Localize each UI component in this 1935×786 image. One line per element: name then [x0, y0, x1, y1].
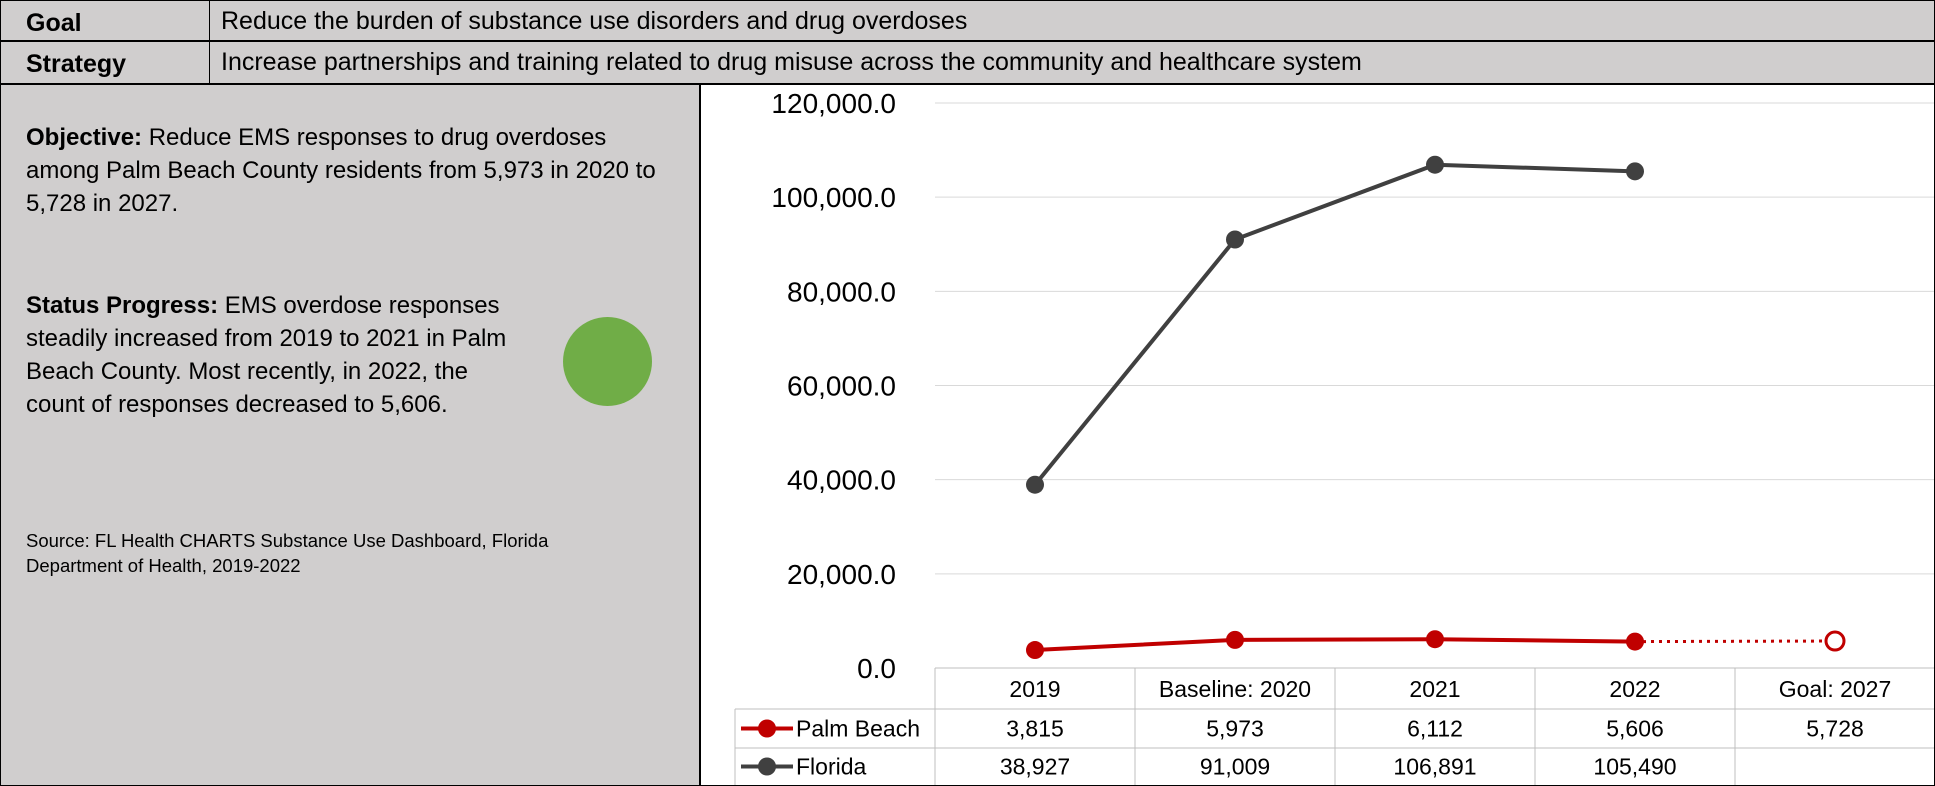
legend-marker-swatch	[758, 719, 776, 738]
strategy-row: Strategy Increase partnerships and train…	[1, 42, 1934, 85]
y-tick-label: 80,000.0	[787, 276, 896, 307]
data-point-marker	[1026, 475, 1044, 494]
objective-panel: Objective: Reduce EMS responses to drug …	[1, 85, 701, 785]
x-category-label: 2022	[1609, 676, 1660, 702]
data-value-label: 3,815	[1006, 716, 1064, 742]
line-chart: 0.0 20,000.0 40,000.0 60,000.0 80,000.0 100,0…	[734, 88, 1934, 785]
data-point-marker	[1626, 162, 1644, 181]
data-value-label: 6,112	[1407, 716, 1463, 742]
data-point-marker	[1226, 230, 1244, 249]
y-tick-label: 100,000.0	[771, 182, 896, 213]
series-line	[1034, 637, 1636, 653]
chart-area: 0.0 20,000.0 40,000.0 60,000.0 80,000.0 100,0…	[701, 85, 1934, 785]
x-category-label: 2019	[1009, 676, 1060, 702]
objective-label: Objective:	[26, 124, 143, 151]
legend-series-name: Palm Beach	[796, 716, 920, 742]
strategy-text: Increase partnerships and training relat…	[221, 48, 1362, 76]
source-note: Source: FL Health CHARTS Substance Use D…	[26, 530, 549, 576]
data-point-marker	[1426, 155, 1444, 174]
data-point-marker	[1626, 632, 1644, 651]
data-value-label: 91,009	[1200, 754, 1270, 780]
status-text: EMS overdose responses steadily increase…	[26, 292, 507, 418]
data-point-marker	[1026, 641, 1044, 660]
x-category-label: 2021	[1409, 676, 1460, 702]
legend-marker-swatch	[758, 757, 776, 776]
data-value-label: 106,891	[1393, 754, 1476, 780]
y-tick-label: 0.0	[857, 653, 896, 684]
y-tick-label: 120,000.0	[771, 88, 896, 119]
data-point-marker	[1226, 630, 1244, 649]
data-value-label: 105,490	[1593, 754, 1676, 780]
x-category-label: Goal: 2027	[1779, 676, 1892, 702]
goal-point-marker	[1824, 630, 1846, 652]
objective-paragraph: Objective: Reduce EMS responses to drug …	[26, 121, 676, 220]
status-label: Status Progress:	[26, 292, 219, 319]
x-category-label: Baseline: 2020	[1159, 676, 1311, 702]
data-value-label: 5,973	[1206, 716, 1264, 742]
goal-row: Goal Reduce the burden of substance use …	[1, 1, 1934, 42]
data-value-label: 5,728	[1806, 716, 1864, 742]
goal-projection-line	[1634, 639, 1826, 644]
y-tick-label: 60,000.0	[787, 371, 896, 402]
data-point-marker	[1426, 630, 1444, 649]
y-tick-label: 40,000.0	[787, 465, 896, 496]
data-value-label: 38,927	[1000, 754, 1070, 780]
status-paragraph: Status Progress: EMS overdose responses …	[26, 289, 526, 421]
goal-text: Reduce the burden of substance use disor…	[221, 7, 968, 35]
goal-label: Goal	[1, 1, 210, 40]
objective-text: Reduce EMS responses to drug overdoses a…	[26, 124, 656, 217]
legend-series-name: Florida	[796, 754, 867, 780]
data-value-label: 5,606	[1606, 716, 1664, 742]
y-tick-label: 20,000.0	[787, 559, 896, 590]
strategy-label: Strategy	[1, 42, 210, 83]
series-line	[1033, 162, 1636, 486]
status-indicator-dot	[563, 317, 652, 406]
